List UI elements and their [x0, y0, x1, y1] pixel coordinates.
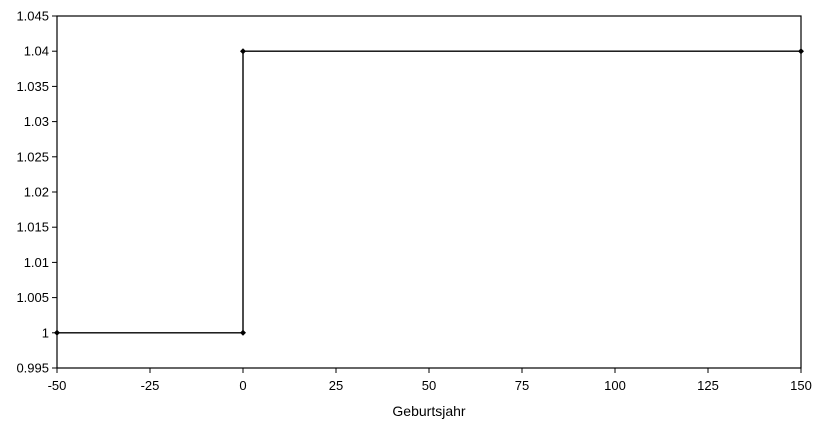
x-tick-label: 50	[422, 378, 436, 393]
y-tick-label: 1.035	[16, 79, 49, 94]
data-point-marker	[240, 48, 246, 55]
y-axis: 0.995 1 1.005 1.01 1.015 1.02 1.025 1.03 1.035 1.…	[16, 9, 57, 376]
series-layer	[54, 48, 804, 336]
y-tick-label: 1.045	[16, 9, 49, 24]
y-tick-label: 1	[42, 325, 49, 340]
x-axis-title: Geburtsjahr	[392, 403, 465, 419]
data-point-marker	[240, 329, 246, 336]
y-tick-label: 0.995	[16, 361, 49, 376]
series-line	[57, 50, 801, 334]
x-tick-label: 75	[515, 378, 529, 393]
x-tick-label: 150	[790, 378, 812, 393]
x-tick-label: 100	[604, 378, 626, 393]
y-tick-label: 1.02	[24, 185, 49, 200]
plot-area	[56, 15, 802, 369]
data-point-marker	[54, 329, 60, 336]
y-tick-label: 1.005	[16, 290, 49, 305]
y-tick-label: 1.03	[24, 114, 49, 129]
x-tick-label: -50	[48, 378, 67, 393]
data-point-marker	[798, 48, 804, 55]
y-tick-label: 1.04	[24, 44, 49, 59]
x-tick-label: -25	[141, 378, 160, 393]
y-tick-label: 1.015	[16, 220, 49, 235]
x-tick-label: 25	[329, 378, 343, 393]
y-tick-label: 1.025	[16, 149, 49, 164]
y-tick-label: 1.01	[24, 255, 49, 270]
x-tick-label: 0	[239, 378, 246, 393]
x-axis: -50 -25 0 25 50 75 100 125 150	[48, 368, 812, 393]
x-tick-label: 125	[697, 378, 719, 393]
